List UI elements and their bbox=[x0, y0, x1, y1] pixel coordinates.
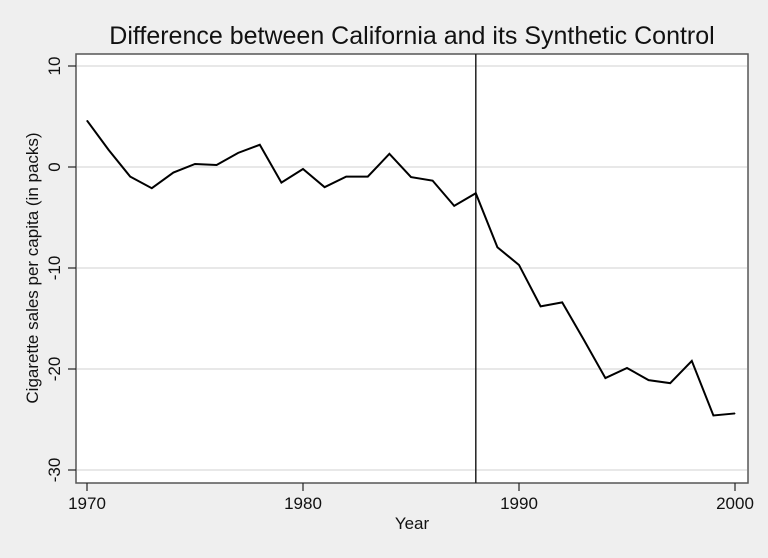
y-tick-label: 0 bbox=[45, 162, 64, 171]
y-tick-label: 10 bbox=[45, 57, 64, 76]
y-tick-label: -30 bbox=[45, 458, 64, 483]
data-point bbox=[734, 412, 736, 414]
y-tick-label: -20 bbox=[45, 357, 64, 382]
data-point bbox=[129, 176, 131, 178]
x-tick-label: 1980 bbox=[284, 494, 322, 513]
chart-title: Difference between California and its Sy… bbox=[109, 22, 714, 50]
data-point bbox=[518, 264, 520, 266]
data-point bbox=[280, 182, 282, 184]
data-point bbox=[108, 149, 110, 151]
data-point bbox=[259, 144, 261, 146]
data-point bbox=[302, 168, 304, 170]
data-point bbox=[583, 339, 585, 341]
x-tick-label: 1990 bbox=[500, 494, 538, 513]
x-tick-label: 2000 bbox=[716, 494, 754, 513]
y-axis-label: Cigarette sales per capita (in packs) bbox=[23, 132, 42, 403]
data-point bbox=[626, 367, 628, 369]
data-point bbox=[669, 382, 671, 384]
data-point bbox=[194, 163, 196, 165]
data-point bbox=[648, 379, 650, 381]
data-point bbox=[151, 187, 153, 189]
data-point bbox=[496, 246, 498, 248]
data-point bbox=[540, 305, 542, 307]
data-point bbox=[86, 120, 88, 122]
data-point bbox=[561, 301, 563, 303]
data-point bbox=[691, 360, 693, 362]
x-tick-label: 1970 bbox=[68, 494, 106, 513]
data-point bbox=[604, 377, 606, 379]
data-point bbox=[712, 414, 714, 416]
data-point bbox=[324, 186, 326, 188]
data-point bbox=[345, 176, 347, 178]
data-point bbox=[475, 192, 477, 194]
data-point bbox=[216, 164, 218, 166]
data-point bbox=[432, 180, 434, 182]
data-point bbox=[367, 176, 369, 178]
y-tick-label: -10 bbox=[45, 256, 64, 281]
data-point bbox=[237, 152, 239, 154]
data-point bbox=[410, 176, 412, 178]
data-point bbox=[453, 205, 455, 207]
x-axis-label: Year bbox=[395, 514, 430, 533]
data-point bbox=[388, 153, 390, 155]
data-point bbox=[172, 172, 174, 174]
